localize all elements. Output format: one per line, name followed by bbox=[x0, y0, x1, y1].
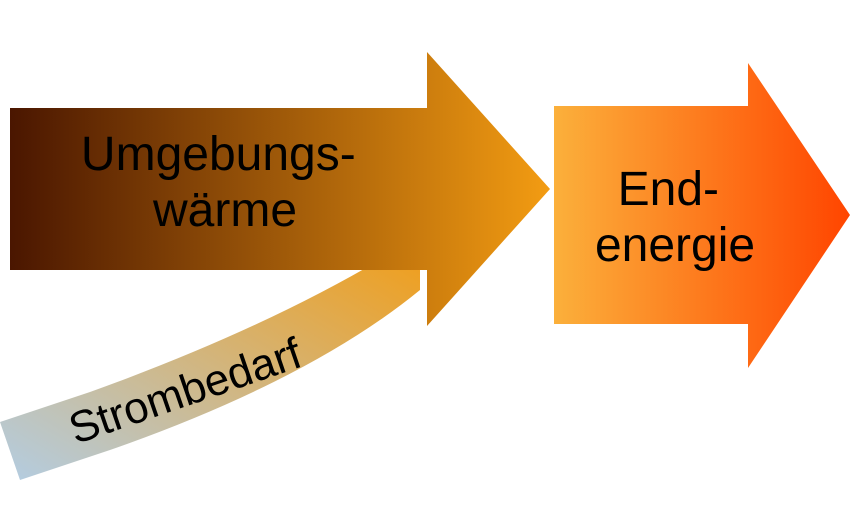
ambient-heat-label-line2: wärme bbox=[152, 184, 297, 237]
ambient-heat-label-line1: Umgebungs- bbox=[81, 128, 356, 181]
final-energy-label-line2: energie bbox=[595, 219, 755, 272]
energy-flow-diagram: Umgebungs- wärme End- energie Strombedar… bbox=[0, 0, 853, 509]
final-energy-label-line1: End- bbox=[618, 163, 719, 216]
